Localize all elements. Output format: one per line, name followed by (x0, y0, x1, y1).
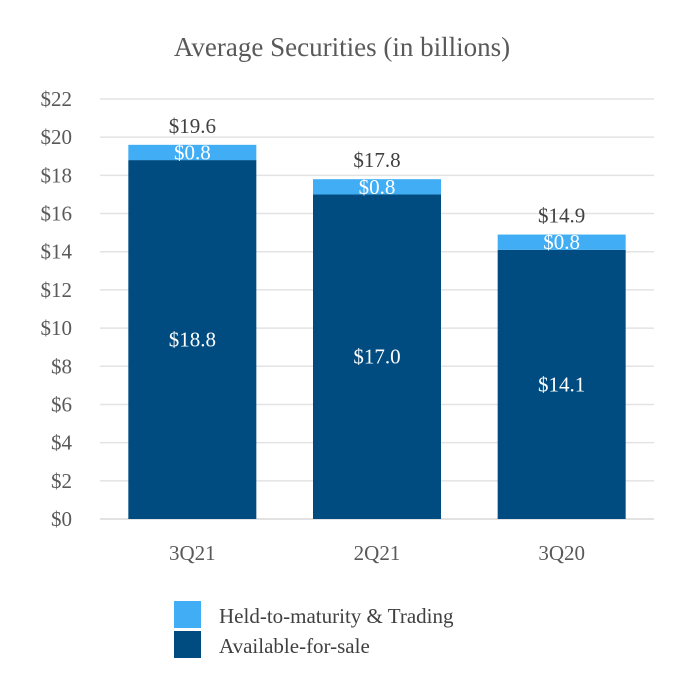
y-tick-label: $22 (41, 87, 73, 111)
legend-swatch (174, 631, 201, 658)
segment-data-label: $18.8 (169, 328, 216, 352)
legend-label: Available-for-sale (219, 634, 370, 658)
legend: Held-to-maturity & Trading Available-for-… (174, 601, 454, 658)
y-tick-label: $6 (51, 392, 72, 416)
y-axis-ticks: $0 $2 $4 $6 $8 $10 $12 $14 $16 $18 $20 $22 (41, 87, 73, 531)
segment-data-label: $0.8 (359, 175, 396, 199)
bar-segment (128, 144, 257, 161)
total-data-label: $19.6 (169, 114, 216, 138)
data-labels: $18.8$0.8$19.6$17.0$0.8$17.8$14.1$0.8$14… (169, 114, 586, 397)
total-data-label: $14.9 (538, 204, 585, 228)
y-tick-label: $4 (51, 431, 73, 455)
y-tick-label: $20 (41, 125, 73, 149)
bar-segment (313, 194, 441, 520)
y-tick-label: $12 (41, 278, 73, 302)
y-tick-label: $16 (41, 202, 73, 226)
legend-label: Held-to-maturity & Trading (219, 604, 454, 628)
y-tick-label: $0 (51, 507, 72, 531)
bars (128, 144, 626, 520)
segment-data-label: $0.8 (174, 140, 211, 164)
segment-data-label: $17.0 (353, 345, 400, 369)
x-tick-label: 3Q21 (169, 541, 216, 565)
total-data-label: $17.8 (353, 148, 400, 172)
bar-segment (497, 249, 626, 519)
y-tick-label: $2 (51, 469, 72, 493)
x-axis-ticks: 3Q21 2Q21 3Q20 (169, 541, 585, 565)
bar-segment (497, 234, 626, 250)
legend-swatch (174, 601, 201, 628)
segment-data-label: $0.8 (543, 230, 580, 254)
y-tick-label: $14 (41, 240, 73, 264)
y-tick-label: $8 (51, 354, 72, 378)
y-tick-label: $10 (41, 316, 73, 340)
chart-title: Average Securities (in billions) (174, 32, 510, 62)
x-tick-label: 3Q20 (538, 541, 585, 565)
segment-data-label: $14.1 (538, 372, 585, 396)
bar-segment (128, 160, 257, 519)
x-tick-label: 2Q21 (354, 541, 401, 565)
y-tick-label: $18 (41, 163, 73, 187)
bar-segment (313, 179, 441, 195)
